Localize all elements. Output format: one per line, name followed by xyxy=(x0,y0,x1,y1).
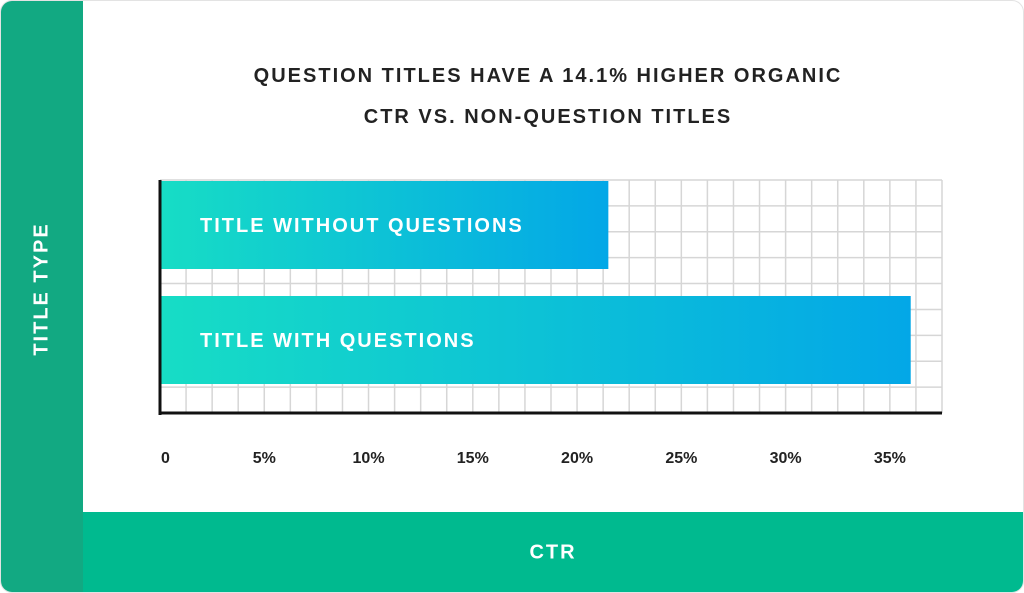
bar-title-without-questions xyxy=(160,181,609,269)
x-tick-label: 5% xyxy=(253,450,276,467)
x-tick-label: 25% xyxy=(665,450,697,467)
bar-label: TITLE WITHOUT QUESTIONS xyxy=(200,215,524,237)
x-tick-label: 0 xyxy=(161,450,170,467)
y-axis-band: TITLE TYPE xyxy=(1,1,83,592)
x-tick-label: 20% xyxy=(561,450,593,467)
x-tick-label: 35% xyxy=(874,450,906,467)
chart-title: QUESTION TITLES HAVE A 14.1% HIGHER ORGA… xyxy=(198,56,898,138)
x-axis-title: CTR xyxy=(529,541,577,564)
bar-label: TITLE WITH QUESTIONS xyxy=(200,330,476,352)
chart-title-line-1: QUESTION TITLES HAVE A 14.1% HIGHER ORGA… xyxy=(253,65,843,87)
x-tick-label: 10% xyxy=(353,450,385,467)
bar-title-with-questions xyxy=(160,296,911,384)
x-tick-label: 30% xyxy=(770,450,802,467)
x-tick-label: 15% xyxy=(457,450,489,467)
chart-title-line-2: CTR VS. NON-QUESTION TITLES xyxy=(363,106,733,128)
x-axis-band xyxy=(83,512,1023,592)
